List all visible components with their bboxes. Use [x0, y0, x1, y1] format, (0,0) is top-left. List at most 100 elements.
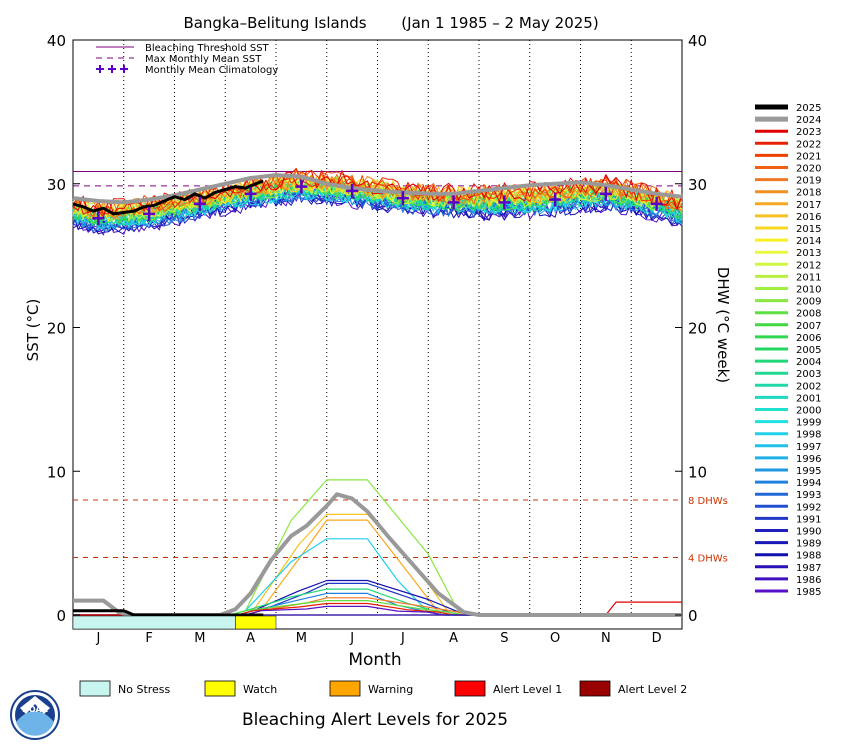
alert-level-swatch: [454, 680, 486, 697]
y-tick-label-left: 30: [47, 176, 66, 194]
alert-level-label: Warning: [368, 683, 413, 696]
y-tick-label-left: 10: [47, 463, 66, 481]
x-tick-label: O: [550, 631, 560, 646]
legend-year-label: 2000: [796, 406, 821, 417]
legend-year-label: 2022: [796, 139, 821, 150]
alert-level-swatch: [79, 680, 111, 697]
climatology-marker: [447, 195, 460, 210]
legend-year-label: 1996: [796, 454, 821, 465]
legend-year-label: 1989: [796, 539, 821, 550]
dhw-line: [73, 605, 682, 616]
legend-year-label: 2015: [796, 224, 821, 235]
climatology-marker: [295, 179, 308, 194]
legend-year-label: 1988: [796, 551, 821, 562]
alert-status-bar: [72, 615, 277, 630]
legend-year-label: 1986: [796, 575, 821, 586]
y-tick-label-right: 0: [688, 607, 698, 625]
x-axis-label: Month: [348, 650, 401, 670]
y-tick-label-right: 10: [688, 463, 707, 481]
dhw-line: [73, 602, 682, 616]
x-tick-label: J: [95, 631, 100, 646]
legend-year-label: 2011: [796, 272, 821, 283]
sst-line-2001: [72, 179, 683, 226]
alert-level-label: Watch: [243, 683, 277, 696]
climatology-marker: [396, 191, 409, 206]
noaa-logo-text: NOAA: [22, 705, 48, 714]
climatology-marker: [193, 196, 206, 211]
legend-year-label: 2017: [796, 200, 821, 211]
alert-level-label: Alert Level 2: [618, 683, 687, 696]
x-tick-label: A: [246, 631, 255, 646]
legend-year-label: 1994: [796, 478, 821, 489]
x-tick-label: N: [601, 631, 611, 646]
legend-year-label: 2003: [796, 369, 821, 380]
legend-year-label: 2002: [796, 381, 821, 392]
legend-year-label: 1997: [796, 442, 821, 453]
x-tick-label: D: [652, 631, 662, 646]
chart-period: (Jan 1 1985 – 2 May 2025): [401, 14, 598, 32]
x-tick-label: F: [145, 631, 152, 646]
sst-year-lines: [72, 167, 683, 236]
legend-top-label: Monthly Mean Climatology: [145, 65, 278, 76]
legend-year-label: 2024: [796, 115, 821, 126]
alert-level-swatch: [579, 680, 611, 697]
legend-year-label: 2014: [796, 236, 821, 247]
chart-title: Bangka–Belitung Islands: [183, 14, 366, 32]
legend-year-label: 2016: [796, 212, 821, 223]
legend-year-label: 1998: [796, 430, 821, 441]
sst-line-2022: [72, 167, 683, 215]
alert-level-legend: No Stress Watch Warning Alert Level 1 Alert …: [79, 680, 687, 697]
legend-year-label: 2004: [796, 357, 821, 368]
alert-level-swatch: [329, 680, 361, 697]
alert-level-swatch: [204, 680, 236, 697]
alert-level-label: No Stress: [118, 683, 171, 696]
climatology-marker: [244, 186, 257, 201]
legend-year-label: 2008: [796, 309, 821, 320]
x-tick-label: A: [449, 631, 458, 646]
legend-year-label: 1987: [796, 563, 821, 574]
noaa-logo: NOAA: [10, 690, 60, 740]
y-tick-label-right: 20: [688, 320, 707, 338]
dhw-reference-label: 8 DHWs: [688, 496, 728, 507]
climatology-marker: [143, 206, 156, 221]
legend-year-label: 1993: [796, 490, 821, 501]
y-tick-label-left: 0: [56, 607, 66, 625]
legend-top-label: Bleaching Threshold SST: [145, 43, 270, 54]
y-tick-label-left: 40: [47, 32, 66, 50]
legend-year-label: 2018: [796, 188, 821, 199]
alert-level-label: Alert Level 1: [493, 683, 562, 696]
y-tick-label-right: 30: [688, 176, 707, 194]
alert-legend-title: Bleaching Alert Levels for 2025: [242, 710, 508, 730]
climatology-marker: [92, 211, 105, 226]
reference-lines: 8 DHWs 4 DHWs: [73, 171, 728, 565]
legend-year-label: 1985: [796, 587, 821, 598]
legend-year-label: 2010: [796, 285, 821, 296]
climatology-marker: [549, 192, 562, 207]
climatology-markers: [92, 179, 663, 226]
climatology-marker: [650, 196, 663, 211]
legend-year-label: 2019: [796, 176, 821, 187]
dhw-line: [73, 599, 682, 616]
dhw-line-2025: [73, 609, 264, 617]
y-axis-right-label: DHW (°C week): [714, 267, 732, 383]
x-tick-label: M: [194, 631, 205, 646]
legend-year-label: 1995: [796, 466, 821, 477]
legend-top-label: Max Monthly Mean SST: [145, 54, 262, 65]
x-tick-label: J: [400, 631, 405, 646]
legend-year-label: 2001: [796, 393, 821, 404]
dhw-year-lines: [73, 479, 682, 617]
climatology-marker: [346, 183, 359, 198]
y-axis-left-label: SST (°C): [24, 299, 42, 362]
legend-year-label: 2009: [796, 297, 821, 308]
sst-line-2011: [72, 174, 683, 222]
legend-year-label: 1991: [796, 514, 821, 525]
sst-line-2025: [72, 179, 264, 216]
alert-bar-segment: [235, 615, 277, 630]
y-tick-label-right: 40: [688, 32, 707, 50]
climatology-marker: [599, 186, 612, 201]
month-gridlines: [123, 40, 632, 615]
legend-year-label: 2025: [796, 103, 821, 114]
